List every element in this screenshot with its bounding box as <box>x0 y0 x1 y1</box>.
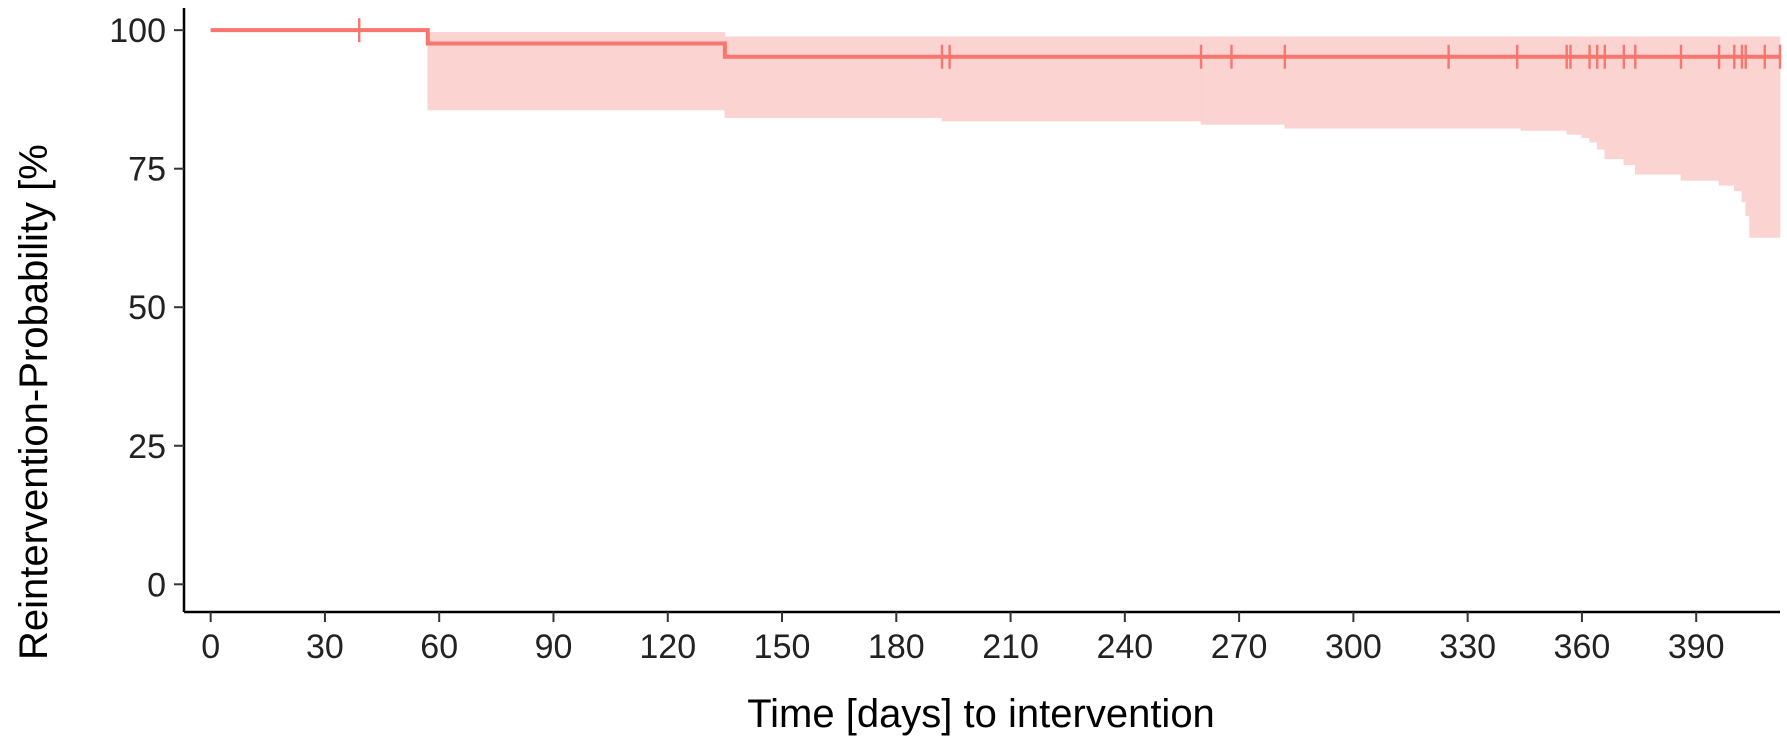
x-tick-label: 360 <box>1554 628 1611 666</box>
x-tick-label: 330 <box>1439 628 1496 666</box>
x-axis-title: Time [days] to intervention <box>747 692 1215 736</box>
x-tick-label: 240 <box>1096 628 1153 666</box>
confidence-band-segment <box>1284 36 1522 129</box>
confidence-band-segment <box>941 36 1202 122</box>
confidence-band-segment <box>1718 36 1735 186</box>
x-tick-label: 270 <box>1211 628 1268 666</box>
confidence-band-segment <box>1200 36 1286 125</box>
x-tick-label: 150 <box>754 628 811 666</box>
x-tick-label: 180 <box>868 628 925 666</box>
survival-curve-layer <box>210 28 1780 59</box>
x-tick-label: 30 <box>306 628 344 666</box>
confidence-band-segment <box>1566 36 1583 135</box>
confidence-band-segment <box>1520 36 1567 131</box>
x-tick-label: 0 <box>201 628 220 666</box>
x-tick-label: 390 <box>1668 628 1725 666</box>
confidence-band-segment <box>724 36 943 119</box>
x-tick-label: 120 <box>639 628 696 666</box>
y-tick-label: 50 <box>128 289 166 327</box>
x-tick-label: 60 <box>420 628 458 666</box>
axes-layer: 0 30 60 90 120 150 180 210 240 270 300 330 360 390 0 25… <box>109 8 1780 666</box>
x-tick-label: 210 <box>982 628 1039 666</box>
y-tick-label: 25 <box>128 428 166 466</box>
y-tick-label: 0 <box>147 566 166 604</box>
y-tick-label: 100 <box>109 12 166 50</box>
confidence-band-segment <box>1749 36 1781 238</box>
x-tick-label: 90 <box>535 628 573 666</box>
survival-curve-line <box>210 28 1780 59</box>
y-axis-title: Reintervention-Probability [% <box>12 144 56 660</box>
censor-marks-layer <box>358 18 1782 69</box>
confidence-band-layer <box>427 32 1781 238</box>
y-tick-label: 75 <box>128 151 166 189</box>
x-tick-label: 300 <box>1325 628 1382 666</box>
